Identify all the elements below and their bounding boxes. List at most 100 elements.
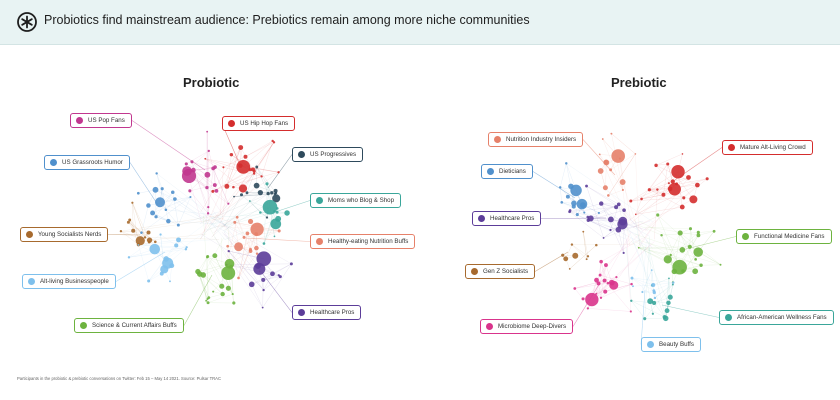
network-node: [146, 203, 151, 208]
network-node: [289, 262, 293, 266]
network-edge: [213, 193, 269, 233]
network-node: [137, 243, 140, 246]
network-node: [248, 168, 252, 172]
network-node: [602, 278, 607, 283]
network-edge: [174, 198, 230, 235]
network-node: [245, 191, 249, 195]
network-edge: [262, 279, 264, 308]
community-color-dot: [76, 117, 83, 124]
network-node: [597, 211, 600, 215]
community-color-dot: [26, 231, 33, 238]
label-connector: [183, 274, 213, 326]
network-edge: [138, 244, 149, 282]
network-edge: [590, 218, 611, 220]
network-node: [262, 242, 266, 245]
network-node: [688, 227, 693, 231]
network-node: [188, 189, 192, 193]
network-edge: [201, 234, 229, 252]
network-node: [663, 255, 672, 264]
network-node: [694, 258, 697, 261]
network-edge: [634, 241, 680, 268]
network-edge: [619, 158, 632, 222]
network-edge: [569, 211, 604, 239]
network-edge: [638, 247, 680, 268]
community-label: Nutrition Industry Insiders: [488, 132, 584, 147]
network-edge: [584, 212, 639, 236]
network-edge: [245, 140, 273, 157]
network-node: [696, 233, 701, 238]
network-edge: [642, 291, 655, 293]
network-edge: [238, 233, 257, 279]
network-edge: [647, 241, 696, 272]
network-edge: [656, 163, 668, 166]
network-node: [237, 276, 240, 280]
network-edge: [233, 173, 255, 188]
network-node: [213, 165, 217, 169]
network-edge: [611, 133, 636, 155]
network-edge: [211, 192, 261, 238]
network-node: [692, 268, 699, 275]
network-edge: [649, 163, 668, 190]
network-node: [206, 297, 209, 301]
network-node: [681, 269, 685, 273]
network-node: [260, 175, 263, 178]
network-node: [565, 162, 568, 165]
network-node: [667, 186, 673, 192]
network-node: [669, 253, 672, 257]
network-edge: [698, 231, 715, 236]
network-node: [159, 233, 162, 236]
network-edge: [228, 250, 264, 291]
network-edge: [626, 247, 632, 301]
network-node: [233, 195, 235, 198]
network-edge: [596, 237, 631, 281]
network-node: [595, 243, 598, 247]
network-node: [149, 243, 161, 255]
community-label-text: African-American Wellness Fans: [737, 314, 827, 321]
network-node: [270, 191, 274, 195]
network-node: [594, 277, 599, 283]
network-node: [602, 236, 605, 239]
network-edge: [207, 168, 214, 214]
network-node: [622, 208, 626, 212]
community-color-dot: [742, 233, 749, 240]
network-edge: [656, 153, 683, 166]
label-connector: [131, 120, 206, 171]
network-node: [647, 188, 651, 192]
network-edge: [169, 265, 172, 282]
community-label: Healthcare Pros: [472, 211, 542, 226]
network-edge: [588, 210, 625, 221]
network-node: [154, 215, 158, 219]
network-edge: [138, 244, 187, 248]
network-node: [667, 294, 673, 300]
label-connector: [244, 237, 311, 242]
network-node: [699, 263, 703, 268]
network-edge: [220, 167, 224, 216]
community-color-dot: [486, 323, 493, 330]
network-edge: [155, 189, 175, 200]
network-edge: [191, 161, 214, 169]
network-edge: [200, 217, 238, 234]
network-edge: [611, 133, 636, 155]
community-label: African-American Wellness Fans: [719, 310, 834, 325]
network-edge: [251, 275, 279, 285]
network-edge: [200, 147, 241, 239]
network-edge: [631, 300, 645, 319]
network-node: [670, 179, 675, 184]
network-node: [599, 259, 603, 264]
network-edge: [642, 290, 654, 293]
network-node: [200, 272, 207, 278]
network-node: [650, 269, 653, 271]
network-node: [207, 149, 210, 153]
network-edge: [596, 276, 617, 294]
network-node: [169, 263, 175, 269]
network-node: [152, 186, 159, 193]
network-edge: [138, 239, 216, 246]
network-edge: [616, 241, 655, 278]
network-node: [233, 220, 237, 224]
network-edge: [213, 168, 229, 204]
network-edge: [638, 247, 671, 256]
network-node: [224, 183, 230, 189]
network-node: [596, 281, 601, 286]
network-node: [602, 185, 608, 191]
community-label-text: Functional Medicine Fans: [754, 233, 825, 240]
